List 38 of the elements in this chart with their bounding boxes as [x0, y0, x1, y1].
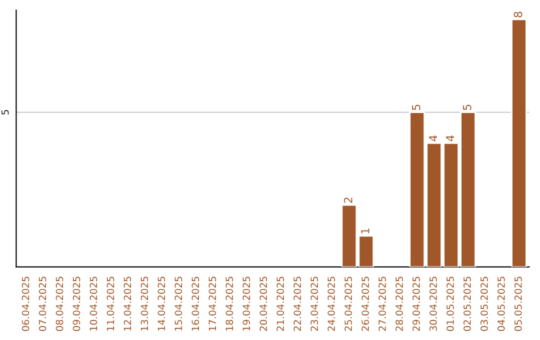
x-tick-label: 23.04.2025	[310, 276, 318, 331]
x-tick-label: 21.04.2025	[276, 276, 284, 331]
data-label: 1	[361, 228, 370, 234]
x-tick-label: 03.05.2025	[480, 276, 488, 331]
x-tick-label: 16.04.2025	[192, 276, 200, 331]
x-tick-label: 12.04.2025	[124, 276, 132, 331]
x-tick-label: 15.04.2025	[174, 276, 182, 331]
bar	[511, 18, 527, 267]
data-label: 5	[412, 104, 420, 110]
x-tick-label: 05.05.2025	[514, 276, 522, 331]
x-tick-label: 22.04.2025	[294, 276, 301, 331]
x-tick-label: 24.04.2025	[328, 276, 335, 331]
x-tick-label: 01.05.2025	[446, 276, 454, 331]
data-label: 2	[344, 198, 352, 203]
x-tick-label: 06.04.2025	[22, 276, 30, 331]
x-tick-label: 10.04.2025	[90, 276, 98, 331]
data-label: 5	[463, 104, 472, 110]
data-label: 8	[514, 12, 522, 18]
x-tick-label: 13.04.2025	[140, 276, 148, 331]
x-tick-label: 19.04.2025	[242, 276, 250, 331]
x-tick-label: 11.04.2025	[106, 276, 114, 331]
x-tick-label: 09.04.2025	[72, 276, 80, 331]
x-tick-label: 25.04.2025	[344, 276, 352, 331]
x-tick-label: 26.04.2025	[362, 276, 369, 331]
x-tick-label: 30.04.2025	[430, 276, 437, 331]
x-tick-label: 02.05.2025	[464, 276, 471, 331]
x-tick-label: 27.04.2025	[378, 276, 386, 331]
x-tick-label: 14.04.2025	[158, 276, 166, 331]
x-tick-label: 28.04.2025	[396, 276, 403, 331]
x-tick-label: 08.04.2025	[56, 276, 64, 331]
x-tick-label: 29.04.2025	[412, 276, 420, 331]
x-tick-label: 04.05.2025	[497, 276, 505, 331]
data-label: 4	[446, 135, 454, 142]
data-label: 4	[429, 135, 438, 142]
x-tick-label: 20.04.2025	[260, 276, 268, 331]
x-tick-label: 17.04.2025	[208, 276, 216, 331]
x-tick-label: 18.04.2025	[226, 276, 234, 331]
x-tick-label: 07.04.2025	[38, 276, 46, 331]
